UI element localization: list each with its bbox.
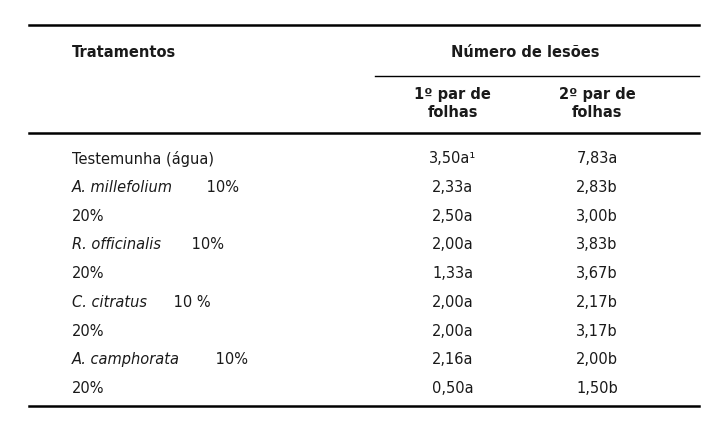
Text: 10%: 10% xyxy=(211,352,249,368)
Text: 2º par de
folhas: 2º par de folhas xyxy=(559,87,635,120)
Text: A. camphorata: A. camphorata xyxy=(72,352,180,368)
Text: 2,00a: 2,00a xyxy=(432,237,474,253)
Text: 2,83b: 2,83b xyxy=(576,180,618,195)
Text: Tratamentos: Tratamentos xyxy=(72,45,177,60)
Text: 3,00b: 3,00b xyxy=(576,209,618,224)
Text: A. millefolium: A. millefolium xyxy=(72,180,173,195)
Text: 20%: 20% xyxy=(72,209,105,224)
Text: 2,00a: 2,00a xyxy=(432,295,474,310)
Text: 2,00b: 2,00b xyxy=(576,352,618,368)
Text: 3,50a¹: 3,50a¹ xyxy=(429,151,477,166)
Text: 3,17b: 3,17b xyxy=(576,324,618,339)
Text: Testemunha (água): Testemunha (água) xyxy=(72,151,214,167)
Text: 2,16a: 2,16a xyxy=(432,352,474,368)
Text: 1,50b: 1,50b xyxy=(576,381,618,396)
Text: 20%: 20% xyxy=(72,266,105,281)
Text: 20%: 20% xyxy=(72,324,105,339)
Text: 3,83b: 3,83b xyxy=(576,237,618,253)
Text: 3,67b: 3,67b xyxy=(576,266,618,281)
Text: 20%: 20% xyxy=(72,381,105,396)
Text: 0,50a: 0,50a xyxy=(432,381,474,396)
Text: 1,33a: 1,33a xyxy=(432,266,474,281)
Text: 2,00a: 2,00a xyxy=(432,324,474,339)
Text: Número de lesões: Número de lesões xyxy=(451,45,599,60)
Text: C. citratus: C. citratus xyxy=(72,295,147,310)
Text: 2,50a: 2,50a xyxy=(432,209,474,224)
Text: 10%: 10% xyxy=(203,180,239,195)
Text: R. officinalis: R. officinalis xyxy=(72,237,161,253)
Text: 2,17b: 2,17b xyxy=(576,295,618,310)
Text: 2,33a: 2,33a xyxy=(432,180,474,195)
Text: 7,83a: 7,83a xyxy=(576,151,618,166)
Text: 10 %: 10 % xyxy=(169,295,211,310)
Text: 10%: 10% xyxy=(187,237,224,253)
Text: 1º par de
folhas: 1º par de folhas xyxy=(415,87,491,120)
